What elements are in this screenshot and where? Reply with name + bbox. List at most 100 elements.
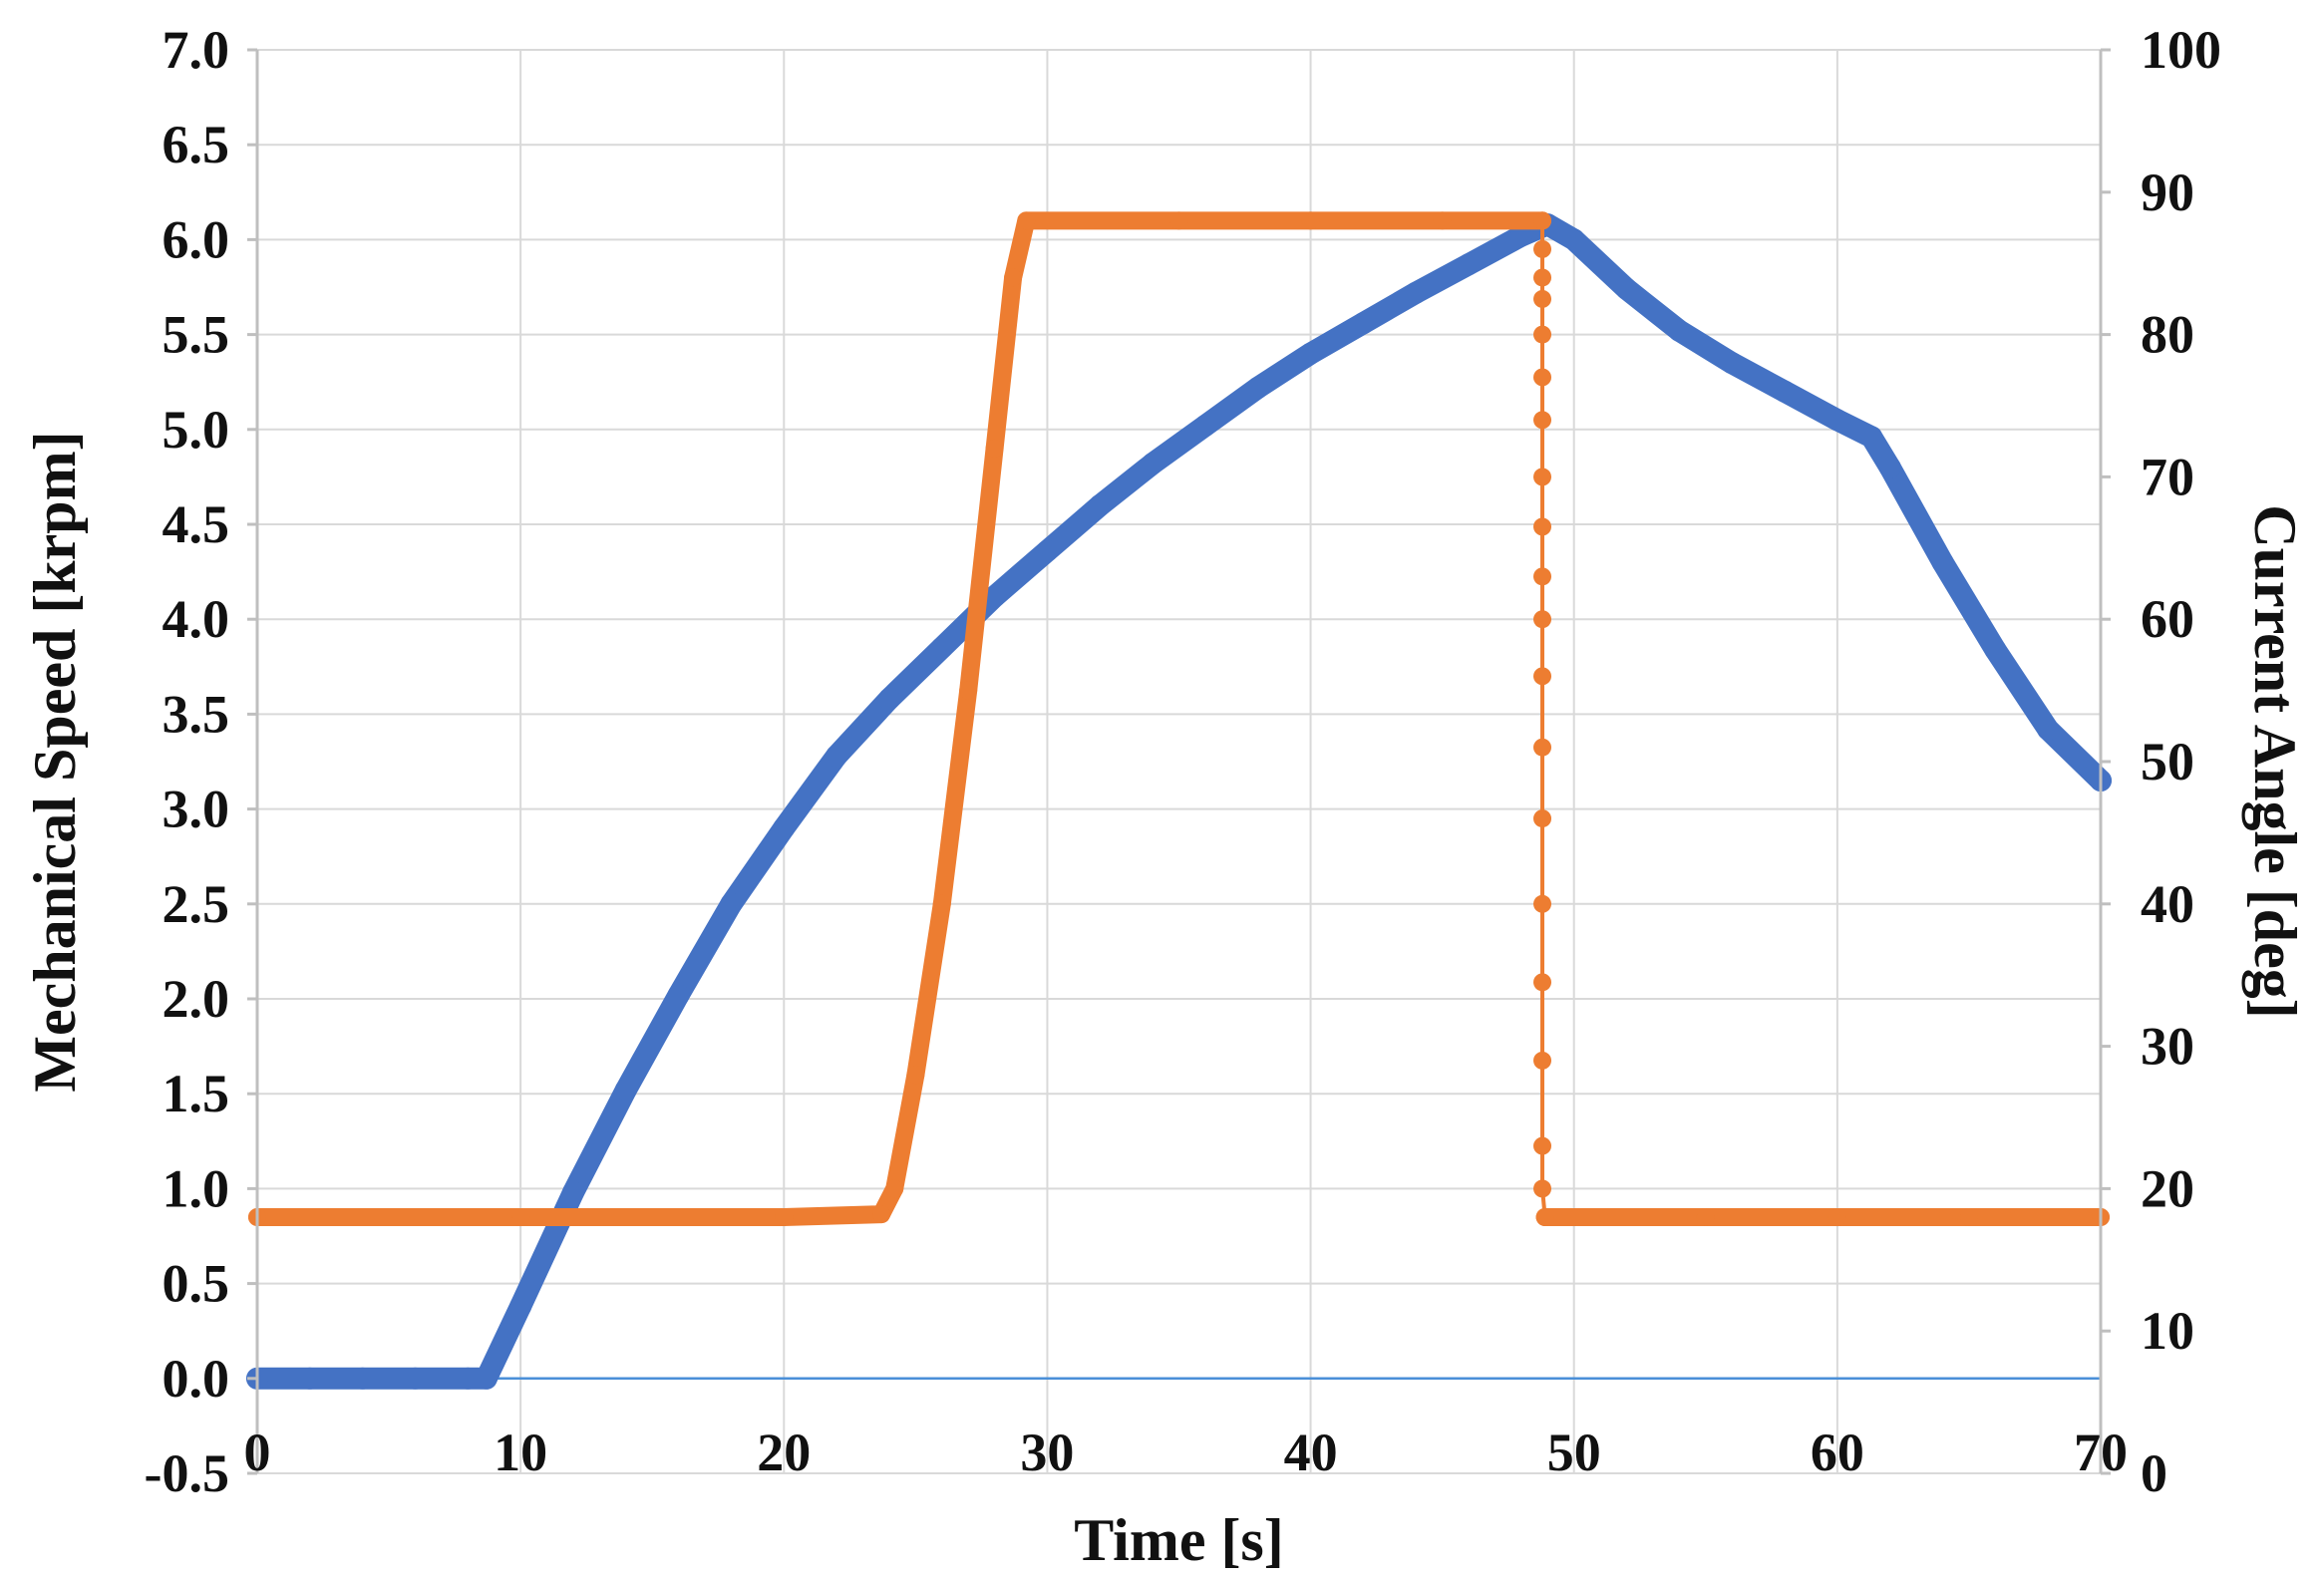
angle-point-1-8 bbox=[985, 439, 1004, 458]
y-tick-label-4: 1.5 bbox=[163, 1064, 230, 1123]
series-layer bbox=[246, 211, 2112, 1390]
speed-point-11 bbox=[773, 816, 796, 839]
speed-point-21 bbox=[1299, 342, 1322, 365]
angle-step-point-14 bbox=[1533, 894, 1552, 913]
speed-point-2 bbox=[351, 1367, 374, 1390]
y-tick-label-11: 5.0 bbox=[163, 400, 230, 460]
y-tick-label-15: 7.0 bbox=[163, 20, 230, 80]
speed-point-34 bbox=[1878, 456, 1901, 478]
angle-step-point-16 bbox=[1533, 1051, 1552, 1070]
speed-point-24 bbox=[1458, 253, 1481, 276]
speed-point-23 bbox=[1405, 281, 1428, 304]
y-axis-title: Mechanical Speed [krpm] bbox=[22, 431, 88, 1092]
y2-tick-label-4: 40 bbox=[2141, 874, 2194, 934]
angle-point-1-2 bbox=[775, 1207, 794, 1226]
speed-point-32 bbox=[1826, 409, 1848, 432]
angle-point-1-6 bbox=[932, 894, 951, 913]
speed-point-8 bbox=[614, 1079, 637, 1102]
label-layer: Time [s] Mechanical Speed [krpm] Current… bbox=[22, 431, 2308, 1573]
angle-point-3-0 bbox=[1535, 1207, 1554, 1226]
angle-point-3-3 bbox=[1959, 1207, 1978, 1226]
speed-point-4 bbox=[457, 1367, 480, 1390]
y-tick-label-5: 2.0 bbox=[163, 969, 230, 1029]
y2-tick-label-0: 0 bbox=[2141, 1443, 2167, 1503]
y-tick-label-8: 3.5 bbox=[163, 684, 230, 744]
speed-point-3 bbox=[404, 1367, 427, 1390]
series-2 bbox=[1533, 211, 1554, 1226]
speed-point-1 bbox=[298, 1367, 321, 1390]
angle-step-point-0 bbox=[1533, 211, 1552, 230]
speed-point-6 bbox=[509, 1295, 532, 1318]
y-tick-label-7: 3.0 bbox=[163, 780, 230, 839]
angle-step-point-5 bbox=[1533, 368, 1552, 387]
y-tick-label-6: 2.5 bbox=[163, 874, 230, 934]
speed-point-12 bbox=[826, 745, 848, 768]
y-tick-label-2: 0.5 bbox=[163, 1254, 230, 1314]
angle-step-point-8 bbox=[1533, 517, 1552, 536]
speed-point-35 bbox=[1931, 551, 1954, 574]
speed-point-25 bbox=[1509, 224, 1532, 247]
speed-point-29 bbox=[1668, 319, 1691, 342]
speed-point-31 bbox=[1774, 380, 1797, 403]
speed-point-15 bbox=[983, 585, 1006, 608]
y-tick-label-9: 4.0 bbox=[163, 589, 230, 649]
speed-series-line bbox=[246, 213, 2112, 1390]
angle-point-1-7 bbox=[959, 681, 978, 700]
y2-tick-label-3: 30 bbox=[2141, 1017, 2194, 1077]
x-tick-label-1: 10 bbox=[494, 1423, 547, 1482]
angle-point-1-13 bbox=[1433, 211, 1452, 230]
y2-tick-label-5: 50 bbox=[2141, 732, 2194, 791]
speed-point-27 bbox=[1562, 228, 1585, 251]
x-axis-title: Time [s] bbox=[1074, 1507, 1284, 1573]
speed-point-17 bbox=[1089, 493, 1112, 516]
series-3 bbox=[1535, 1207, 2110, 1226]
speed-point-10 bbox=[720, 892, 743, 915]
series-0 bbox=[246, 213, 2112, 1390]
speed-point-37 bbox=[2037, 718, 2060, 741]
angle-step-point-11 bbox=[1533, 667, 1552, 686]
speed-point-36 bbox=[1984, 638, 2007, 661]
axis-layer: -0.5 0.0 0.5 1.0 1.5 2.0 2.5 3.0 3.5 4.0 4.5 5.0 5.5… bbox=[145, 20, 2221, 1503]
y2-axis-title: Current Angle [deg] bbox=[2242, 504, 2308, 1019]
speed-point-7 bbox=[561, 1181, 584, 1204]
angle-step-point-12 bbox=[1533, 738, 1552, 757]
y-tick-label-1: 0.0 bbox=[163, 1349, 230, 1409]
x-tick-label-7: 70 bbox=[2074, 1423, 2128, 1482]
y2-tick-label-7: 70 bbox=[2141, 447, 2194, 506]
x-tick-label-6: 60 bbox=[1811, 1423, 1864, 1482]
series-1 bbox=[248, 211, 1552, 1226]
y2-tick-label-8: 80 bbox=[2141, 305, 2194, 365]
angle-point-1-1 bbox=[511, 1207, 530, 1226]
x-tick-label-5: 50 bbox=[1547, 1423, 1601, 1482]
x-tick-label-0: 0 bbox=[244, 1423, 271, 1482]
y2-tick-label-2: 20 bbox=[2141, 1158, 2194, 1218]
y-tick-label-12: 5.5 bbox=[163, 305, 230, 365]
speed-point-28 bbox=[1615, 277, 1638, 300]
angle-point-1-5 bbox=[906, 1066, 925, 1085]
angle-step-point-4 bbox=[1533, 325, 1552, 344]
speed-point-18 bbox=[1142, 453, 1164, 475]
y2-tick-label-9: 90 bbox=[2141, 162, 2194, 222]
angle-step-point-15 bbox=[1533, 973, 1552, 992]
angle-point-1-4 bbox=[885, 1179, 904, 1198]
x-tick-label-3: 30 bbox=[1020, 1423, 1074, 1482]
speed-point-5 bbox=[475, 1367, 498, 1390]
angle-step-point-9 bbox=[1533, 567, 1552, 586]
y-tick-label-10: 4.5 bbox=[163, 494, 230, 554]
y2-tick-label-6: 60 bbox=[2141, 589, 2194, 649]
speed-point-30 bbox=[1721, 352, 1744, 375]
angle-point-3-1 bbox=[1696, 1207, 1715, 1226]
angle-step-point-6 bbox=[1533, 411, 1552, 430]
angle-point-1-3 bbox=[872, 1205, 891, 1224]
angle-step-point-18 bbox=[1533, 1179, 1552, 1198]
angle-point-1-10 bbox=[1017, 211, 1036, 230]
angle-step-point-1 bbox=[1533, 239, 1552, 258]
grid-layer bbox=[256, 49, 2102, 1474]
y-tick-label-0: -0.5 bbox=[145, 1443, 229, 1503]
angle-point-1-9 bbox=[1004, 268, 1023, 287]
speed-point-19 bbox=[1193, 414, 1216, 437]
angle-step-point-10 bbox=[1533, 610, 1552, 629]
angle-step-point-17 bbox=[1533, 1136, 1552, 1155]
